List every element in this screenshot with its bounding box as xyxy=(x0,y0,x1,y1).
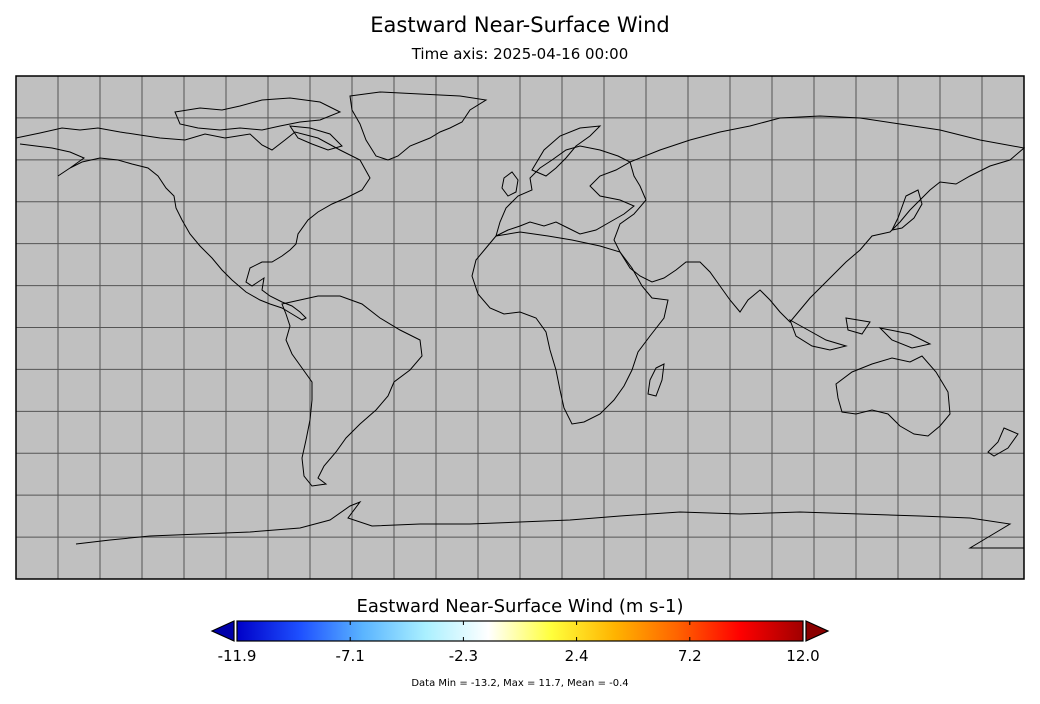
data-stats: Data Min = -13.2, Max = 11.7, Mean = -0.… xyxy=(411,678,629,689)
coastline-baffin xyxy=(288,125,343,151)
coastline-greenland xyxy=(349,91,488,161)
map-frame xyxy=(15,75,1025,580)
colorbar-over-arrow xyxy=(805,620,830,642)
coastline-indonesia xyxy=(789,317,932,351)
colorbar-under-arrow xyxy=(210,620,235,642)
coastlines xyxy=(15,91,1026,549)
coastline-madagascar xyxy=(647,363,665,397)
colorbar-tick-label: -7.1 xyxy=(335,647,365,665)
coastline-japan xyxy=(891,189,923,231)
coastline-europe xyxy=(495,145,635,237)
coastline-north-america xyxy=(15,127,371,321)
coastline-asia xyxy=(613,115,1026,323)
colorbar-tick-label: -11.9 xyxy=(217,647,257,665)
map-subtitle: Time axis: 2025-04-16 00:00 xyxy=(411,45,629,63)
colorbar-gradient xyxy=(236,620,804,642)
map-title: Eastward Near-Surface Wind xyxy=(370,13,670,37)
colorbar-tick-label: 12.0 xyxy=(786,647,820,665)
colorbar-tick-label: 2.4 xyxy=(564,647,589,665)
coastline-scandinavia xyxy=(531,125,602,177)
coastline-british-isles xyxy=(501,171,519,197)
coastline-australia xyxy=(835,355,951,437)
coastline-south-america xyxy=(281,295,423,487)
coastline-arctic-islands xyxy=(174,97,342,131)
coastline-new-zealand xyxy=(987,427,1019,457)
coastline-africa xyxy=(471,231,669,425)
coastline-antarctica xyxy=(75,500,1024,549)
colorbar-tickmarks xyxy=(349,621,691,641)
gridlines xyxy=(16,76,1024,579)
world-map xyxy=(15,75,1026,580)
colorbar-tick-label: -2.3 xyxy=(448,647,479,665)
colorbar-title: Eastward Near-Surface Wind (m s-1) xyxy=(356,596,684,617)
colorbar-tick-label: 7.2 xyxy=(677,647,702,665)
